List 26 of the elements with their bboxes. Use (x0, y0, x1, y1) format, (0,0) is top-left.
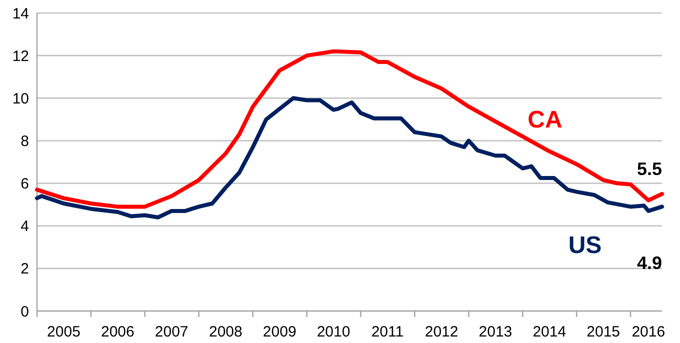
y-tick-label: 8 (20, 132, 29, 150)
x-tick-label: 2006 (100, 323, 134, 340)
x-tick-label: 2012 (424, 323, 458, 340)
line-series (35, 96, 664, 220)
y-tick-label: 2 (20, 260, 29, 278)
y-tick-label: 0 (20, 303, 29, 320)
y-tick-label: 6 (20, 176, 29, 193)
y-tick-label: 10 (12, 90, 29, 108)
y-tick-label: 12 (12, 48, 29, 65)
x-tick-label: 2011 (371, 323, 404, 340)
y-tick-label: 4 (20, 218, 29, 236)
x-tick-label: 2007 (154, 323, 188, 340)
series-label: US (568, 232, 602, 260)
y-tick-label: 14 (12, 5, 29, 22)
x-tick-label: 2009 (262, 323, 296, 340)
series-label: CA (528, 106, 562, 134)
annotation: 4.9 (636, 253, 662, 273)
x-tick-label: 2005 (47, 323, 80, 340)
x-tick-label: 2013 (478, 323, 512, 340)
annotation: 5.5 (636, 159, 662, 180)
x-tick-label: 2015 (586, 323, 620, 340)
x-tick-label: 2016 (632, 323, 666, 340)
line-series (35, 49, 664, 209)
x-tick-label: 2010 (316, 323, 350, 340)
x-tick-label: 2014 (532, 323, 566, 340)
x-tick-label: 2008 (208, 323, 242, 340)
